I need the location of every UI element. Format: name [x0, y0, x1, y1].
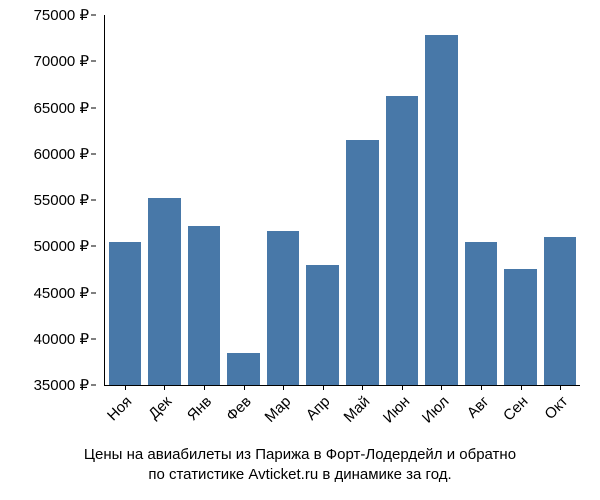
x-tick-label: Апр [303, 393, 334, 424]
bar [148, 198, 180, 385]
caption-line-2: по статистике Avticket.ru в динамике за … [148, 466, 451, 483]
y-tick-label: 55000 ₽ [34, 191, 89, 209]
y-tick-label: 60000 ₽ [34, 145, 89, 163]
y-tick-mark [91, 15, 96, 16]
y-tick-label: 40000 ₽ [34, 330, 89, 348]
bar [306, 265, 338, 385]
x-tick-label: Июн [379, 393, 412, 426]
bar [109, 242, 141, 385]
y-tick-label: 50000 ₽ [34, 237, 89, 255]
x-tick-mark [164, 385, 165, 390]
chart-caption: Цены на авиабилеты из Парижа в Форт-Лоде… [0, 445, 600, 486]
x-tick-label: Июл [419, 393, 453, 427]
y-tick-mark [91, 246, 96, 247]
x-tick-mark [204, 385, 205, 390]
y-axis: 35000 ₽40000 ₽45000 ₽50000 ₽55000 ₽60000… [0, 15, 100, 385]
x-tick-mark [481, 385, 482, 390]
x-tick-mark [441, 385, 442, 390]
x-tick-label: Сен [500, 393, 531, 424]
y-tick-mark [91, 107, 96, 108]
bar [386, 96, 418, 385]
x-tick-mark [323, 385, 324, 390]
price-chart: 35000 ₽ 40000 ₽ 45000 ₽ 50000 ₽ 55000 ₽ 60000… [0, 0, 600, 500]
x-tick-label: Фев [223, 393, 255, 425]
bar [346, 140, 378, 385]
x-tick-label: Дек [146, 393, 176, 423]
y-tick-mark [91, 153, 96, 154]
plot-area [105, 15, 580, 385]
y-tick-label: 65000 ₽ [34, 99, 89, 117]
y-tick-mark [91, 292, 96, 293]
x-tick-label: Авг [463, 393, 492, 422]
bar [465, 242, 497, 385]
y-tick-label: 45000 ₽ [34, 284, 89, 302]
y-tick-label: 70000 ₽ [34, 52, 89, 70]
x-tick-mark [560, 385, 561, 390]
x-tick-label: Окт [541, 393, 571, 423]
x-tick-label: Май [341, 393, 374, 426]
bar [544, 237, 576, 385]
x-tick-mark [125, 385, 126, 390]
bar [504, 269, 536, 385]
x-tick-mark [402, 385, 403, 390]
bar [227, 353, 259, 385]
y-tick-mark [91, 200, 96, 201]
bar [267, 231, 299, 385]
x-tick-label: Мар [261, 393, 294, 426]
x-tick-mark [283, 385, 284, 390]
caption-line-1: Цены на авиабилеты из Парижа в Форт-Лоде… [84, 446, 516, 463]
y-tick-label: 35000 ₽ [34, 376, 89, 394]
y-tick-mark [91, 338, 96, 339]
y-tick-mark [91, 61, 96, 62]
bar [425, 35, 457, 385]
x-tick-label: Ноя [104, 393, 135, 424]
x-tick-label: Янв [184, 393, 215, 424]
x-tick-mark [244, 385, 245, 390]
x-tick-mark [521, 385, 522, 390]
y-tick-label: 75000 ₽ [34, 6, 89, 24]
bar [188, 226, 220, 385]
y-tick-mark [91, 385, 96, 386]
x-tick-mark [362, 385, 363, 390]
x-axis: Ноя Дек Янв ФевМар АпрМайИюнИюл Авг Сен Окт [105, 385, 580, 445]
